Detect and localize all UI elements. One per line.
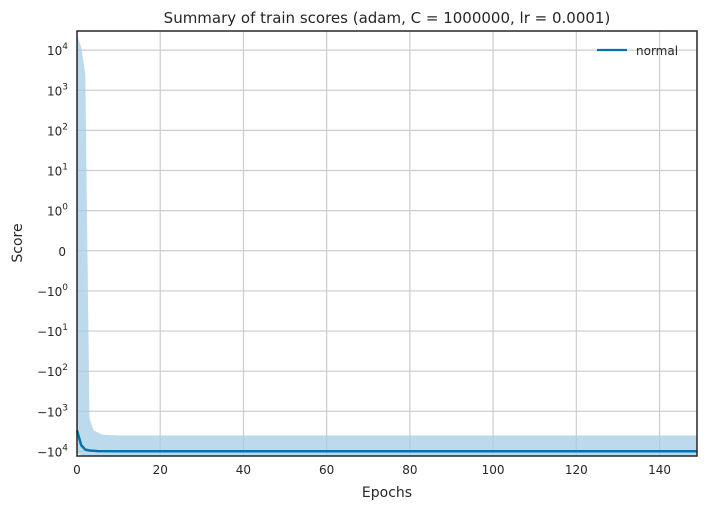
legend: normal bbox=[597, 44, 678, 58]
x-tick-label: 120 bbox=[565, 463, 588, 477]
y-tick-label: −100 bbox=[37, 283, 68, 299]
std-band-normal bbox=[77, 34, 697, 456]
line-layer bbox=[75, 430, 697, 453]
y-ticks: 104 103 102 101 100 0 −100 −101 −102 −103 −104 bbox=[37, 42, 68, 459]
y-tick-label: −102 bbox=[37, 363, 68, 379]
band-layer bbox=[77, 34, 697, 456]
y-tick-label: 0 bbox=[58, 245, 66, 259]
x-tick-label: 80 bbox=[402, 463, 417, 477]
y-tick-label: −103 bbox=[37, 403, 68, 419]
plot-frame bbox=[76, 30, 698, 457]
y-tick-label: 102 bbox=[47, 122, 68, 138]
line-normal bbox=[75, 430, 697, 453]
y-tick-label: 101 bbox=[47, 163, 68, 179]
x-tick-label: 140 bbox=[648, 463, 671, 477]
x-tick-label: 40 bbox=[236, 463, 251, 477]
x-tick-label: 60 bbox=[319, 463, 334, 477]
y-axis-label: Score bbox=[10, 223, 26, 262]
legend-label-normal: normal bbox=[636, 44, 678, 58]
x-tick-label: 0 bbox=[73, 463, 81, 477]
y-tick-label: 100 bbox=[47, 203, 68, 219]
grid bbox=[76, 31, 697, 456]
y-tick-label: 104 bbox=[47, 42, 68, 58]
y-tick-label: −104 bbox=[37, 443, 68, 459]
x-ticks: 0 20 40 60 80 100 120 140 bbox=[73, 463, 671, 477]
x-tick-label: 100 bbox=[482, 463, 505, 477]
chart-title: Summary of train scores (adam, C = 10000… bbox=[164, 9, 611, 27]
x-axis-label: Epochs bbox=[362, 485, 412, 501]
y-tick-label: −101 bbox=[37, 323, 68, 339]
x-tick-label: 20 bbox=[153, 463, 168, 477]
y-tick-label: 103 bbox=[47, 82, 68, 98]
